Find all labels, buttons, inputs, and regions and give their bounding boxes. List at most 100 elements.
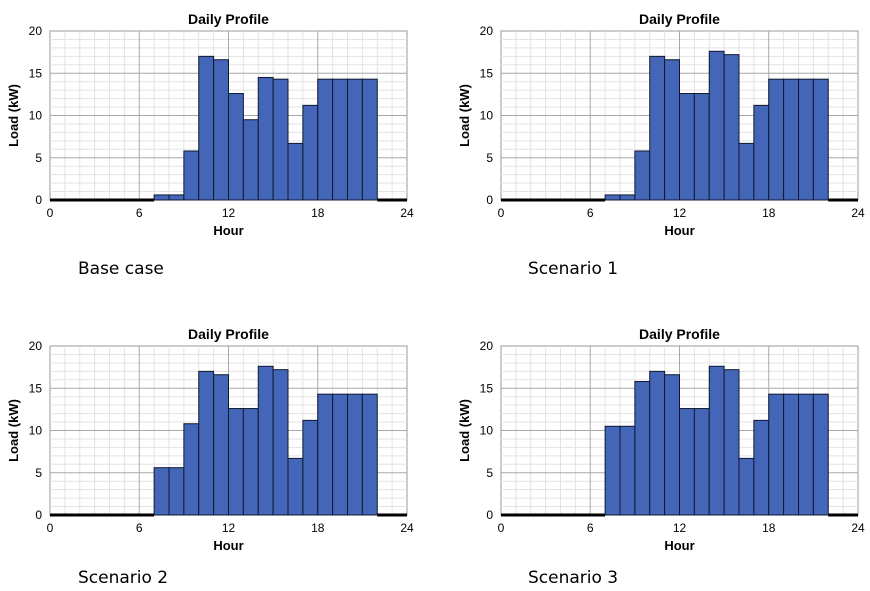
bar-hour-13: [242, 119, 259, 201]
bar-hour-14: [708, 365, 725, 516]
bar-hour-16: [738, 142, 755, 201]
bar-hour-19: [783, 78, 799, 201]
x-tick-label: 12: [673, 521, 687, 535]
bar-hour-10: [649, 370, 666, 516]
chart-title: Daily Profile: [188, 326, 269, 342]
panel-caption: Scenario 2: [78, 568, 168, 588]
x-tick-label: 18: [762, 206, 776, 220]
bar-hour-21: [812, 78, 829, 201]
chart-panel-1: Daily Profile 0 6 12 18 24 0 5 10 15 20 Hour Load (k…: [6, 11, 414, 279]
x-tick-label: 12: [222, 206, 236, 220]
chart-title: Daily Profile: [188, 11, 269, 27]
bar-hour-17: [302, 104, 319, 201]
bar-hour-13: [693, 408, 710, 516]
x-tick-label: 0: [498, 521, 505, 535]
y-tick-label: 5: [486, 151, 493, 165]
x-tick-label: 0: [498, 206, 505, 220]
bar-hour-20: [798, 78, 814, 201]
panel-caption: Scenario 1: [528, 259, 618, 279]
bar-hour-21: [361, 78, 378, 201]
y-tick-label: 10: [29, 424, 43, 438]
y-tick-label: 10: [480, 424, 494, 438]
chart-panel-4: Daily Profile 0 6 12 18 24 0 5 10 15 20 Hour Load (k…: [457, 326, 865, 588]
bar-hour-18: [768, 393, 785, 516]
bar-hour-11: [213, 374, 229, 516]
y-axis-label: Load (kW): [6, 84, 21, 147]
x-axis-label: Hour: [664, 538, 694, 553]
bar-hour-9: [183, 150, 200, 201]
x-tick-label: 6: [587, 521, 594, 535]
chart-title: Daily Profile: [639, 326, 720, 342]
y-tick-label: 15: [29, 66, 43, 80]
bar-hour-13: [242, 408, 259, 516]
bar-hour-14: [257, 365, 274, 516]
bar-hour-10: [198, 370, 215, 516]
bar-hour-11: [664, 59, 680, 201]
bar-hour-12: [228, 408, 244, 516]
y-axis-label: Load (kW): [457, 399, 472, 462]
bar-hour-16: [287, 142, 304, 201]
panel-caption: Scenario 3: [528, 568, 618, 588]
y-tick-label: 5: [35, 466, 42, 480]
y-tick-label: 20: [480, 339, 494, 353]
x-tick-label: 18: [762, 521, 776, 535]
bar-hour-14: [257, 76, 274, 201]
bar-hour-20: [347, 393, 363, 516]
x-tick-label: 24: [851, 206, 865, 220]
bar-hour-8: [619, 194, 636, 201]
y-tick-label: 15: [480, 66, 494, 80]
bar-hour-13: [693, 93, 710, 201]
bar-hour-9: [634, 380, 651, 516]
x-tick-label: 18: [311, 521, 325, 535]
bar-hour-15: [272, 78, 289, 201]
bar-hour-12: [679, 408, 695, 516]
bar-hour-18: [317, 78, 334, 201]
y-tick-label: 20: [29, 24, 43, 38]
bar-hour-7: [604, 194, 621, 201]
bar-hour-15: [272, 369, 289, 516]
y-tick-label: 0: [486, 508, 493, 522]
y-tick-label: 5: [35, 151, 42, 165]
bar-hour-8: [168, 194, 185, 201]
bar-hour-18: [768, 78, 785, 201]
x-tick-label: 6: [587, 206, 594, 220]
y-tick-label: 0: [486, 193, 493, 207]
bar-hour-15: [723, 369, 740, 516]
bar-hour-11: [213, 59, 229, 201]
bar-hour-20: [347, 78, 363, 201]
bar-hour-14: [708, 50, 725, 201]
bar-hour-8: [168, 467, 185, 516]
bar-hour-12: [679, 93, 695, 201]
x-tick-label: 12: [222, 521, 236, 535]
chart-panel-2: Daily Profile 0 6 12 18 24 0 5 10 15 20 Hour Load (k…: [457, 11, 865, 279]
y-tick-label: 20: [29, 339, 43, 353]
x-tick-label: 0: [47, 521, 54, 535]
bar-hour-18: [317, 393, 334, 516]
bar-hour-16: [287, 457, 304, 516]
x-axis-label: Hour: [213, 223, 243, 238]
bar-hour-10: [649, 55, 666, 201]
y-tick-label: 5: [486, 466, 493, 480]
bar-hour-17: [753, 419, 770, 516]
chart-panel-3: Daily Profile 0 6 12 18 24 0 5 10 15 20 Hour Load (k…: [6, 326, 414, 588]
x-tick-label: 12: [673, 206, 687, 220]
x-tick-label: 0: [47, 206, 54, 220]
bar-hour-17: [302, 419, 319, 516]
bar-hour-11: [664, 374, 680, 516]
x-tick-label: 24: [400, 206, 414, 220]
y-tick-label: 0: [35, 193, 42, 207]
y-axis-label: Load (kW): [457, 84, 472, 147]
bar-hour-8: [619, 425, 636, 516]
bar-hour-9: [183, 423, 200, 516]
y-axis-label: Load (kW): [6, 399, 21, 462]
x-axis-label: Hour: [664, 223, 694, 238]
x-tick-label: 24: [851, 521, 865, 535]
bar-hour-19: [332, 393, 348, 516]
x-tick-label: 18: [311, 206, 325, 220]
x-tick-label: 24: [400, 521, 414, 535]
bar-hour-10: [198, 55, 215, 201]
bar-hour-12: [228, 93, 244, 201]
bar-hour-19: [783, 393, 799, 516]
x-tick-label: 6: [136, 206, 143, 220]
